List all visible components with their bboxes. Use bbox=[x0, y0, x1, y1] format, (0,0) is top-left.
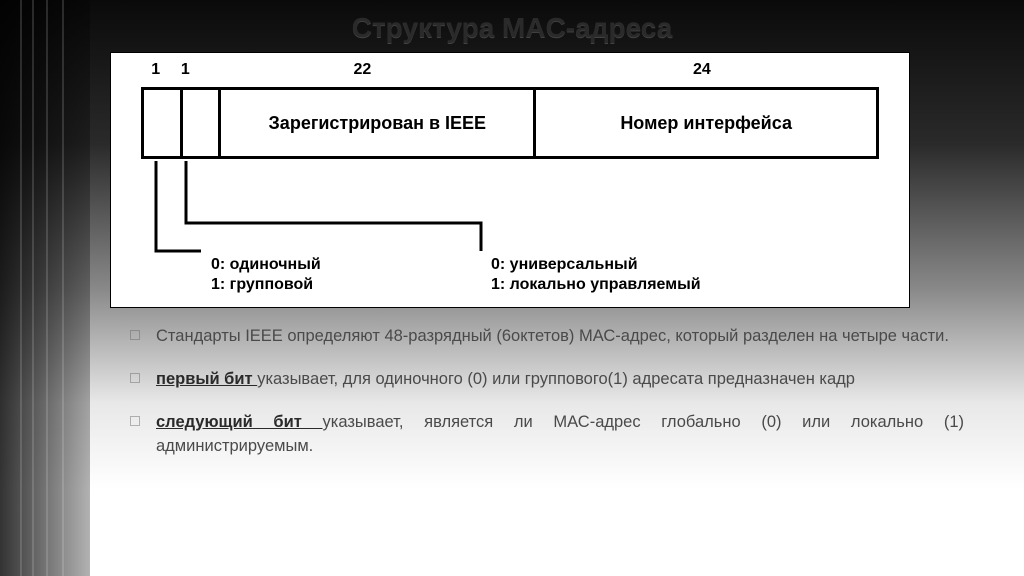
bullet-marker-icon bbox=[130, 373, 140, 383]
field-bit1 bbox=[183, 90, 222, 156]
left-vignette-strip bbox=[0, 0, 90, 576]
legend-line: 1: локально управляемый bbox=[491, 275, 701, 295]
bit-label: 1 bbox=[171, 61, 201, 83]
field-nic: Номер интерфейса bbox=[536, 90, 876, 156]
legend-line: 0: универсальный bbox=[491, 255, 701, 275]
decor-vline bbox=[62, 0, 64, 576]
fields-row: Зарегистрирован в IEEE Номер интерфейса bbox=[141, 87, 879, 159]
decor-vline bbox=[46, 0, 48, 576]
bullet-text: Стандарты IEEE определяют 48-разрядный (… bbox=[156, 327, 949, 345]
bullet-item: первый бит указывает, для одиночного (0)… bbox=[130, 367, 964, 392]
legend-bit0: 0: одиночный 1: групповой bbox=[211, 255, 321, 295]
bit-label: 22 bbox=[200, 61, 525, 83]
bullet-strong: первый бит bbox=[156, 370, 257, 388]
legend-line: 0: одиночный bbox=[211, 255, 321, 275]
legend-line: 1: групповой bbox=[211, 275, 321, 295]
mac-address-diagram: 1 1 22 24 Зарегистрирован в IEEE Номер и… bbox=[110, 52, 910, 308]
bullet-item: Стандарты IEEE определяют 48-разрядный (… bbox=[130, 324, 964, 349]
bullet-marker-icon bbox=[130, 416, 140, 426]
bullet-text: указывает, для одиночного (0) или группо… bbox=[257, 370, 855, 388]
bit-label: 24 bbox=[525, 61, 879, 83]
bit-label: 1 bbox=[141, 61, 171, 83]
bit-count-row: 1 1 22 24 bbox=[141, 61, 879, 83]
corner-shadow bbox=[804, 416, 1024, 576]
field-oui: Зарегистрирован в IEEE bbox=[221, 90, 536, 156]
page-title: Структура MAC-адреса bbox=[0, 12, 1024, 44]
field-bit0 bbox=[144, 90, 183, 156]
decor-vline bbox=[32, 0, 34, 576]
bullet-marker-icon bbox=[130, 330, 140, 340]
legend-bit1: 0: универсальный 1: локально управляемый bbox=[491, 255, 701, 295]
bullet-strong: следующий бит bbox=[156, 413, 323, 431]
decor-vline bbox=[20, 0, 22, 576]
